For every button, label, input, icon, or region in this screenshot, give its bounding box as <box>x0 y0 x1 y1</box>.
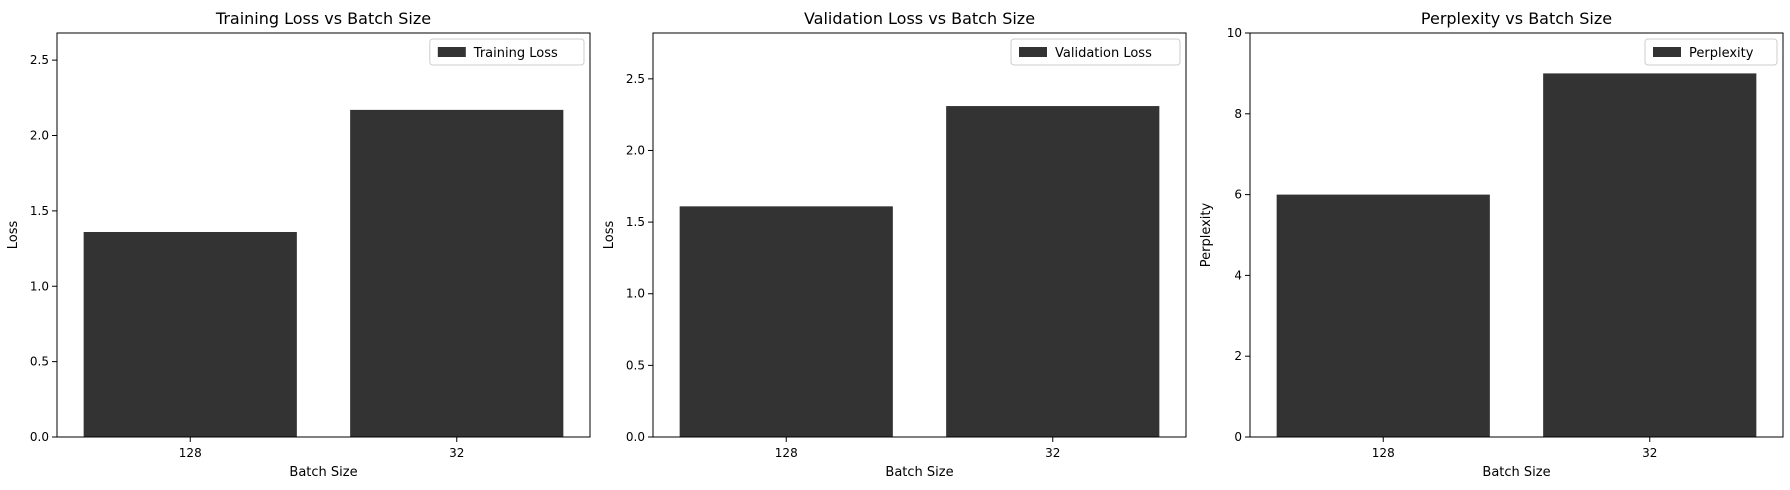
legend-swatch <box>1019 47 1047 57</box>
chart-title: Training Loss vs Batch Size <box>215 9 431 28</box>
y-tick-label: 1.5 <box>626 215 645 229</box>
bar-128 <box>1276 194 1490 437</box>
chart-panel-2: 0.0 0.5 1.0 1.5 2.0 2.5 128 32 Batch Size Loss Val… <box>602 9 1187 480</box>
y-tick-label: 1.5 <box>30 204 49 218</box>
y-tick-label: 10 <box>1227 26 1242 40</box>
axes-frame <box>56 32 591 438</box>
x-tick-label: 32 <box>1045 446 1060 460</box>
y-axis-label: Loss <box>6 221 21 250</box>
y-tick-label: 8 <box>1234 107 1242 121</box>
y-axis-label: Perplexity <box>1199 202 1214 267</box>
legend-box <box>429 38 585 66</box>
legend-label: Perplexity <box>1689 46 1754 61</box>
legend-swatch <box>437 47 466 57</box>
legend-label: Validation Loss <box>1055 46 1152 61</box>
y-tick-label: 1.0 <box>626 287 645 301</box>
legend-label: Training Loss <box>473 46 558 61</box>
bar-128 <box>83 231 297 437</box>
y-tick-label: 0.0 <box>626 430 645 444</box>
y-tick-label: 1.0 <box>30 279 49 293</box>
bar-32 <box>350 109 564 437</box>
x-tick-label: 128 <box>179 446 202 460</box>
x-axis-label: Batch Size <box>1482 465 1550 480</box>
y-tick-label: 2 <box>1234 349 1242 363</box>
axes-frame <box>1249 32 1784 438</box>
x-axis-label: Batch Size <box>289 465 357 480</box>
legend-swatch <box>1653 47 1681 57</box>
chart-panel-1: 0.0 0.5 1.0 1.5 2.0 2.5 128 32 Batch Size Loss Tra… <box>6 9 591 480</box>
y-tick-label: 2.0 <box>30 129 49 143</box>
x-tick-label: 128 <box>1372 446 1395 460</box>
x-tick-label: 32 <box>1642 446 1657 460</box>
bar-32 <box>1543 73 1757 438</box>
y-tick-label: 0.0 <box>30 430 49 444</box>
chart-panel-3: 0 2 4 6 8 10 128 32 Batch Size Perplexity Perplexi… <box>1199 9 1784 480</box>
y-tick-label: 4 <box>1234 268 1242 282</box>
legend-box <box>1010 38 1181 66</box>
axes-frame <box>652 32 1187 438</box>
y-tick-label: 0 <box>1234 430 1242 444</box>
bar-128 <box>679 206 893 437</box>
y-tick-label: 0.5 <box>626 358 645 372</box>
bar-32 <box>946 106 1160 437</box>
x-tick-label: 128 <box>775 446 798 460</box>
y-tick-label: 2.5 <box>30 53 49 67</box>
chart-title: Perplexity vs Batch Size <box>1421 9 1612 28</box>
y-tick-label: 2.5 <box>626 72 645 86</box>
legend-box <box>1644 38 1778 66</box>
y-tick-label: 2.0 <box>626 143 645 157</box>
y-tick-label: 6 <box>1234 188 1242 202</box>
chart-title: Validation Loss vs Batch Size <box>804 9 1035 28</box>
x-axis-label: Batch Size <box>885 465 953 480</box>
x-tick-label: 32 <box>449 446 464 460</box>
y-axis-label: Loss <box>602 221 617 250</box>
y-tick-label: 0.5 <box>30 355 49 369</box>
